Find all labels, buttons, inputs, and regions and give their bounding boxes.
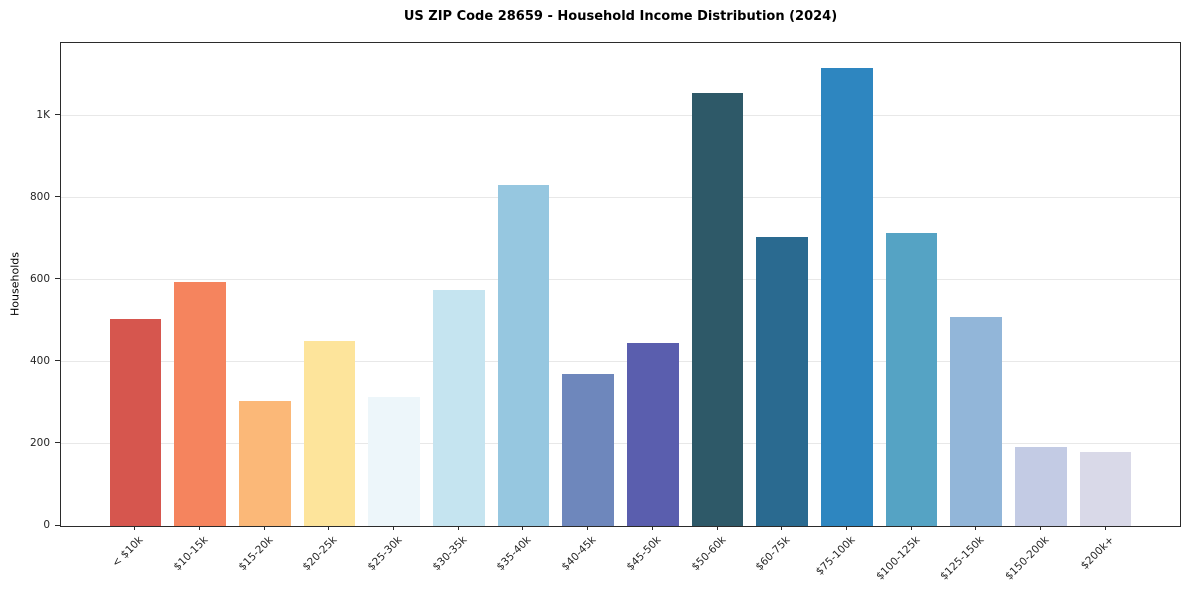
gridlines — [61, 43, 1180, 526]
x-tick-mark — [393, 526, 395, 530]
bar — [691, 93, 744, 526]
x-tick-mark — [199, 526, 201, 530]
y-tick-mark — [55, 442, 60, 444]
plot-area — [60, 42, 1181, 527]
x-tick-label: $45-50k — [624, 534, 664, 574]
bar — [303, 341, 356, 526]
x-tick-label: $75-100k — [813, 534, 858, 578]
bar — [432, 290, 485, 526]
y-tick-mark — [55, 196, 60, 198]
gridline — [61, 197, 1180, 199]
x-tick-label: $40-45k — [559, 534, 599, 574]
x-tick-mark — [457, 526, 459, 530]
bar — [821, 68, 873, 526]
bar — [950, 316, 1003, 526]
x-tick-label: $50-60k — [688, 534, 729, 574]
x-tick-mark — [328, 526, 330, 530]
gridline — [61, 279, 1180, 281]
x-tick-mark — [975, 526, 977, 530]
x-tick-label: $35-40k — [494, 534, 534, 574]
bar — [238, 400, 291, 526]
x-tick-mark — [781, 526, 783, 530]
x-tick-label: < $10k — [110, 534, 146, 570]
x-tick-mark — [522, 526, 524, 530]
bar — [1079, 452, 1132, 526]
x-tick-mark — [845, 526, 847, 530]
x-tick-mark — [716, 526, 718, 530]
y-tick-label: 200 — [29, 436, 50, 449]
bars — [61, 43, 1180, 526]
x-tick-label: $60-75k — [753, 534, 793, 574]
gridline — [61, 115, 1180, 117]
x-tick-mark — [134, 526, 136, 530]
x-tick-label: $15-20k — [236, 534, 276, 574]
gridline — [61, 361, 1180, 363]
x-tick-label: $100-125k — [873, 534, 923, 583]
y-tick-mark — [55, 278, 60, 280]
x-tick-mark — [587, 526, 589, 530]
y-tick-label: 400 — [29, 354, 50, 367]
x-tick-mark — [1104, 526, 1106, 530]
x-tick-label: $150-200k — [1002, 534, 1052, 583]
x-tick-mark — [1039, 526, 1041, 530]
bar — [885, 232, 938, 526]
bar — [562, 374, 615, 526]
bar — [368, 396, 420, 526]
y-tick-label: 800 — [29, 190, 50, 203]
bar — [174, 281, 226, 526]
x-tick-mark — [651, 526, 653, 530]
x-tick-label: $125-150k — [938, 534, 987, 583]
bar — [1015, 447, 1067, 526]
bar — [626, 343, 679, 526]
bar — [756, 236, 809, 526]
x-tick-mark — [910, 526, 912, 530]
x-tick-mark — [263, 526, 265, 530]
x-tick-label: $20-25k — [300, 534, 340, 574]
x-tick-label: $200k+ — [1078, 534, 1117, 572]
x-tick-label: $10-15k — [171, 534, 211, 574]
chart-title: US ZIP Code 28659 - Household Income Dis… — [403, 9, 838, 24]
x-tick-label: $30-35k — [430, 534, 470, 574]
y-tick-mark — [55, 360, 60, 362]
bar — [497, 185, 550, 526]
y-tick-mark — [55, 524, 60, 526]
bar — [109, 318, 162, 526]
y-tick-label: 0 — [43, 519, 50, 531]
y-tick-label: 600 — [29, 272, 50, 285]
x-tick-label: $25-30k — [365, 534, 405, 574]
y-tick-label: 1K — [36, 108, 50, 121]
y-tick-mark — [55, 114, 60, 116]
gridline — [61, 443, 1180, 445]
